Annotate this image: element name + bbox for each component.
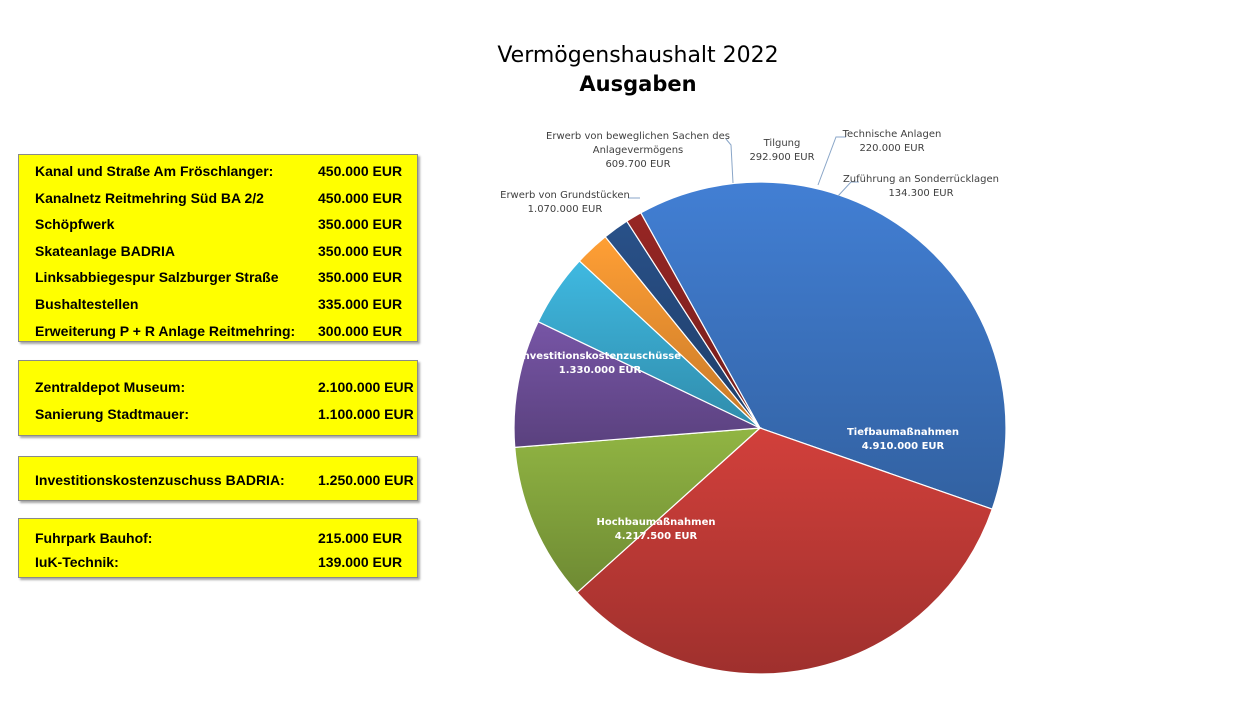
project-value: 139.000 EUR [318,554,403,570]
pie-slice-investitionskostenzusch-sse [514,427,762,594]
slice-value-label: 4.910.000 EUR [862,441,945,452]
project-box-zuschuss: Investitionskostenzuschuss BADRIA: 1.250.… [18,456,418,501]
project-name: Fuhrpark Bauhof: [35,530,153,546]
project-value: 350.000 EUR [318,242,403,259]
slice-label: Investitionskostenzuschüsse [519,351,681,362]
pie-slice-zuf-hrung-an-sonderr-cklagen [625,212,761,429]
pie-slice-tiefbauma-nahmen [639,181,1007,510]
project-value: 350.000 EUR [318,269,403,286]
project-name: Investitionskostenzuschuss BADRIA: [35,472,285,488]
pie-slice-hochbauma-nahmen [576,427,993,675]
slice-label: Tilgung [763,138,801,149]
slice-label: Anlagevermögens [593,145,684,156]
project-name: Kanal und Straße Am Fröschlanger: [35,163,274,179]
slice-value-label: 4.217.500 EUR [615,531,698,542]
project-value: 450.000 EUR [318,189,403,206]
project-name: Erweiterung P + R Anlage Reitmehring: [35,322,296,339]
slice-label: Technische Anlagen [842,129,942,140]
slice-value-label: 609.700 EUR [605,159,670,170]
slice-label: Tiefbaumaßnahmen [847,427,959,438]
slice-value-label: 1.070.000 EUR [528,204,603,215]
slice-value-label: 220.000 EUR [859,143,924,154]
project-row: Bushaltestellen 335.000 EUR [27,290,409,317]
project-name: Bushaltestellen [35,295,139,312]
project-name: Sanierung Stadtmauer: [35,405,190,422]
project-name: Linksabbiegespur Salzburger Straße [35,269,279,286]
project-row: Schöpfwerk 350.000 EUR [27,210,409,237]
project-value: 300.000 EUR [318,322,403,339]
slice-value-label: 292.900 EUR [749,152,814,163]
chart-title: Vermögenshaushalt 2022 [497,43,779,68]
project-value: 2.100.000 EUR [318,379,414,395]
project-name: Schöpfwerk [35,216,115,233]
project-name: Skateanlage BADRIA [35,242,176,259]
leader-line [817,136,846,186]
project-value: 335.000 EUR [318,295,403,312]
chart-title-block: Vermögenshaushalt 2022 Ausgaben [438,42,838,98]
project-value: 1.250.000 EUR [318,472,414,488]
project-row: Sanierung Stadtmauer: 1.100.000 EUR [27,400,414,427]
project-value: 350.000 EUR [318,216,403,233]
project-row: IuK-Technik: 139.000 EUR [27,548,409,572]
project-row: Fuhrpark Bauhof: 215.000 EUR [27,524,409,548]
pie-slice-erwerb-von-grundst-cken [513,320,763,449]
slice-value-label: 134.300 EUR [888,188,953,199]
project-row: Kanal und Straße Am Fröschlanger: 450.000… [27,157,409,184]
project-row: Linksabbiegespur Salzburger Straße 350.00… [27,263,409,290]
slice-label: Erwerb von beweglichen Sachen des [546,131,730,142]
leader-line [725,138,734,184]
slice-label: Zuführung an Sonderrücklagen [843,174,999,185]
project-value: 1.100.000 EUR [318,405,414,422]
project-value: 450.000 EUR [318,163,403,179]
project-row: Investitionskostenzuschuss BADRIA: 1.250.… [27,466,414,493]
project-name: Zentraldepot Museum: [35,379,186,395]
project-row: Zentraldepot Museum: 2.100.000 EUR [27,373,414,400]
project-box-bewegliche: Fuhrpark Bauhof: 215.000 EUR IuK-Technik:… [18,518,418,578]
project-value: 215.000 EUR [318,530,403,546]
slice-label: Hochbaumaßnahmen [597,517,716,528]
project-row: Erweiterung P + R Anlage Reitmehring: 300… [27,317,409,344]
leader-line [837,181,859,197]
project-name: IuK-Technik: [35,554,119,570]
project-box-tiefbau: Kanal und Straße Am Fröschlanger: 450.000… [18,154,418,342]
slice-value-label: 1.330.000 EUR [559,365,642,376]
project-name: Kanalnetz Reitmehring Süd BA 2/2 [35,189,264,206]
slice-label: Erwerb von Grundstücken [500,190,630,201]
project-row: Kanalnetz Reitmehring Süd BA 2/2 450.000 … [27,184,409,211]
project-box-hochbau: Zentraldepot Museum: 2.100.000 EUR Sanier… [18,360,418,436]
chart-subtitle: Ausgaben [579,72,697,96]
project-row: Skateanlage BADRIA 350.000 EUR [27,237,409,264]
